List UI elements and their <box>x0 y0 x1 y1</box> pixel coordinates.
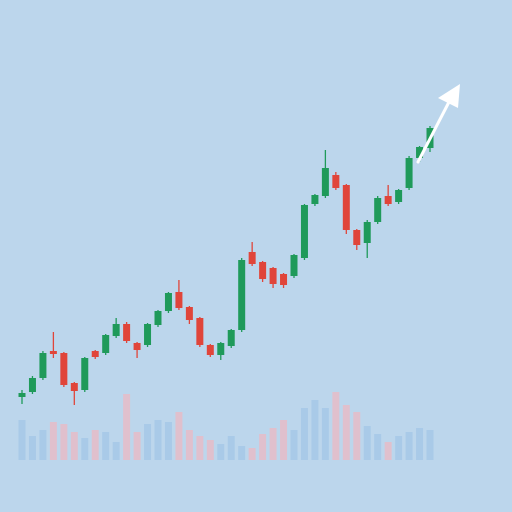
volume-bar <box>321 408 329 460</box>
candle-body <box>217 343 225 355</box>
volume-bar <box>280 420 288 460</box>
candle-body <box>332 175 340 188</box>
volume-bar <box>196 436 204 460</box>
candle-body <box>81 358 89 390</box>
arrow-shaft <box>416 98 452 164</box>
candle-body <box>154 311 162 325</box>
candle-body <box>353 230 361 245</box>
candle-body <box>269 268 277 284</box>
candle-body <box>342 185 350 230</box>
volume-bar <box>206 440 214 460</box>
candle-body <box>227 330 235 346</box>
candle-body <box>123 324 131 341</box>
trend-arrow <box>416 84 460 164</box>
volume-bar <box>164 422 172 460</box>
volume-bar <box>332 392 340 460</box>
volume-bar <box>238 446 246 460</box>
candle-body <box>238 260 246 330</box>
volume-bar <box>70 432 78 460</box>
volume-bar <box>416 428 424 460</box>
volume-bar <box>102 432 110 460</box>
volume-bar <box>269 428 277 460</box>
candle-body <box>416 147 424 158</box>
candle-body <box>280 274 288 285</box>
volume-bar <box>154 420 162 460</box>
volume-bar <box>426 430 434 460</box>
candle-body <box>363 222 371 243</box>
volume-bar <box>60 424 68 460</box>
arrow-head <box>438 84 460 108</box>
volume-bar <box>49 422 57 460</box>
volume-bar <box>374 434 382 460</box>
candle-body <box>39 353 47 378</box>
candle-pane <box>18 126 434 405</box>
candle-body <box>91 351 99 357</box>
volume-bar <box>405 432 413 460</box>
candle-body <box>259 262 267 279</box>
candle-body <box>300 205 308 258</box>
candle-body <box>405 158 413 188</box>
candle-body <box>70 383 78 391</box>
candle-body <box>196 318 204 345</box>
candle-body <box>321 168 329 196</box>
volume-bar <box>175 412 183 460</box>
volume-bar <box>39 430 47 460</box>
candle-body <box>28 378 36 392</box>
volume-bar <box>18 420 26 460</box>
candle-body <box>395 190 403 202</box>
volume-pane <box>18 392 434 460</box>
volume-bar <box>248 448 256 460</box>
volume-bar <box>395 436 403 460</box>
volume-bar <box>384 442 392 460</box>
volume-bar <box>133 432 141 460</box>
candle-body <box>290 255 298 276</box>
volume-bar <box>259 434 267 460</box>
candle-body <box>102 335 110 353</box>
volume-bar <box>28 436 36 460</box>
candle-body <box>133 343 141 350</box>
candle-body <box>384 196 392 204</box>
volume-bar <box>123 394 131 460</box>
candle-body <box>18 393 26 397</box>
volume-bar <box>290 430 298 460</box>
volume-bar <box>217 444 225 460</box>
volume-bar <box>185 430 193 460</box>
candle-body <box>175 292 183 308</box>
candle-body <box>49 351 57 354</box>
volume-bar <box>81 438 89 460</box>
candle-body <box>185 307 193 320</box>
candle-body <box>164 293 172 311</box>
volume-bar <box>342 405 350 460</box>
candle-body <box>206 345 214 355</box>
volume-bar <box>363 426 371 460</box>
candle-body <box>248 252 256 264</box>
volume-bar <box>300 408 308 460</box>
volume-bar <box>112 442 120 460</box>
candle-body <box>374 198 382 222</box>
volume-bar <box>227 436 235 460</box>
volume-bar <box>311 400 319 460</box>
volume-bar <box>144 424 152 460</box>
candle-body <box>311 195 319 204</box>
volume-bar <box>353 412 361 460</box>
candle-body <box>144 324 152 345</box>
candle-body <box>112 324 120 336</box>
candle-body <box>60 353 68 385</box>
volume-bar <box>91 430 99 460</box>
